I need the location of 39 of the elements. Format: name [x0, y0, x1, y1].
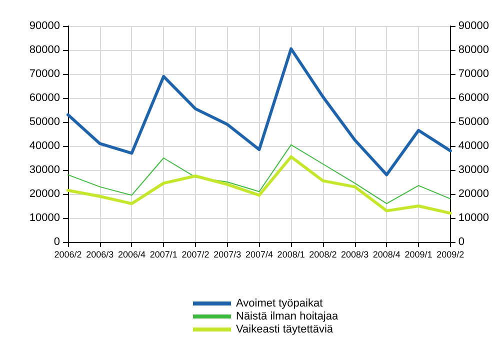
- y-tick-label: 70000: [29, 68, 60, 80]
- y-tick-label: 10000: [29, 212, 60, 224]
- y-tick-label: 80000: [29, 44, 60, 56]
- y2-tick-label: 50000: [458, 116, 490, 128]
- y-tick-label: 90000: [29, 20, 60, 32]
- x-tick-label: 2007/4: [245, 250, 273, 260]
- y-tick-label: 40000: [29, 140, 60, 152]
- y2-tick-label: 70000: [458, 68, 490, 80]
- y2-tick-label: 10000: [458, 212, 490, 224]
- y-tick-label: 20000: [29, 188, 60, 200]
- x-tick-label: 2007/2: [182, 250, 210, 260]
- y2-tick-label: 40000: [458, 140, 490, 152]
- line-series: [68, 144, 451, 204]
- y-tick-label: 60000: [29, 92, 60, 104]
- y2-tick-label: 30000: [458, 164, 490, 176]
- y-tick-label: 50000: [29, 116, 60, 128]
- x-tick-label: 2006/2: [54, 250, 82, 260]
- y2-tick-label: 60000: [458, 92, 490, 104]
- legend-label: Avoimet työpaikat: [236, 298, 323, 310]
- x-tick-label: 2008/4: [372, 250, 400, 260]
- line-series: [66, 155, 452, 215]
- legend-label: Näistä ilman hoitajaa: [236, 310, 339, 322]
- y2-tick-label: 80000: [458, 44, 490, 56]
- y2-tick-label: 20000: [458, 188, 490, 200]
- x-tick-label: 2006/3: [86, 250, 114, 260]
- x-tick-label: 2007/3: [214, 250, 242, 260]
- x-tick-label: 2008/3: [341, 250, 369, 260]
- y2-tick-label: 90000: [458, 20, 490, 32]
- x-tick-label: 2007/1: [150, 250, 178, 260]
- y-tick-label: 0: [54, 236, 60, 248]
- x-tick-label: 2006/4: [118, 250, 146, 260]
- legend-label: Vaikeasti täytettäviä: [236, 324, 334, 336]
- y-tick-label: 30000: [29, 164, 60, 176]
- line-series: [66, 47, 452, 176]
- x-tick-label: 2008/1: [277, 250, 305, 260]
- x-tick-label: 2009/1: [404, 250, 432, 260]
- x-tick-label: 2008/2: [309, 250, 337, 260]
- x-tick-label: 2009/2: [436, 250, 464, 260]
- y2-tick-label: 0: [458, 236, 465, 248]
